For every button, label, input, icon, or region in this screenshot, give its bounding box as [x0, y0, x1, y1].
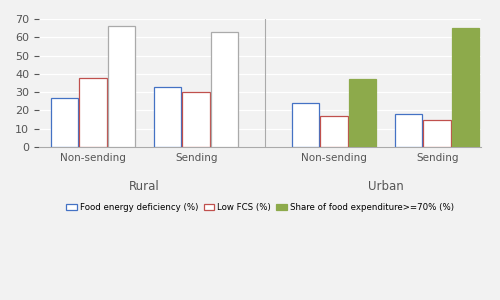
Bar	[452, 28, 479, 147]
Bar	[79, 77, 106, 147]
Bar	[320, 116, 347, 147]
Text: Rural: Rural	[129, 180, 160, 193]
Bar	[292, 103, 319, 147]
Bar	[154, 87, 182, 147]
Bar	[348, 80, 376, 147]
Text: Urban: Urban	[368, 180, 404, 193]
Bar	[108, 26, 135, 147]
Bar	[182, 92, 210, 147]
Bar	[424, 120, 451, 147]
Bar	[50, 98, 78, 147]
Legend: Food energy deficiency (%), Low FCS (%), Share of food expenditure>=70% (%): Food energy deficiency (%), Low FCS (%),…	[63, 200, 458, 216]
Bar	[395, 114, 422, 147]
Bar	[211, 32, 238, 147]
